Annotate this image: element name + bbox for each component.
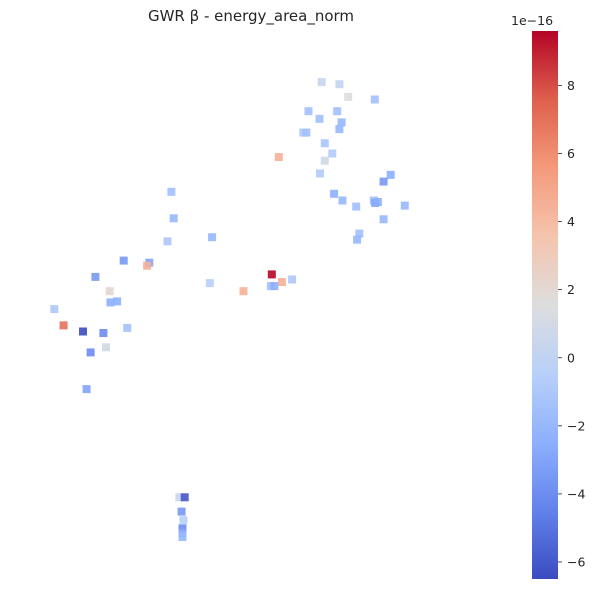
scatter-point	[82, 385, 91, 394]
scatter-point	[320, 139, 329, 148]
scatter-point	[178, 524, 187, 533]
colorbar-tick-label: 6	[567, 146, 575, 161]
scatter-point	[105, 287, 114, 296]
scatter-point	[102, 343, 110, 352]
scatter-point	[178, 533, 187, 541]
colorbar-tick-label: 2	[567, 282, 575, 297]
scatter-point	[270, 282, 279, 291]
scatter-point	[169, 214, 178, 223]
scatter-point	[175, 493, 184, 502]
scatter-point	[99, 329, 108, 337]
scatter-point	[163, 237, 172, 246]
colorbar-tick-label: −2	[567, 418, 585, 433]
scatter-point	[288, 275, 297, 284]
scatter-point	[373, 198, 382, 206]
scatter-point	[333, 107, 342, 116]
scatter-point	[274, 153, 283, 162]
scatter-point	[344, 92, 353, 101]
scatter-point	[123, 323, 132, 332]
scatter-point	[167, 187, 176, 196]
scatter-point	[208, 233, 217, 242]
scatter-points	[50, 78, 409, 541]
scatter-point	[320, 156, 329, 165]
scatter-point	[335, 80, 344, 89]
scatter-point	[335, 125, 344, 134]
scatter-point	[119, 256, 128, 265]
scatter-point	[338, 196, 347, 205]
scatter-point	[79, 327, 87, 336]
scatter-point	[355, 229, 364, 238]
colorbar-gradient	[532, 31, 558, 579]
colorbar-ticks: −6 −4 −2 0 2 4 6 8	[558, 78, 585, 569]
scatter-point	[379, 177, 388, 186]
scatter-point	[337, 118, 346, 127]
scatter-point	[180, 493, 189, 502]
scatter-point	[353, 235, 362, 244]
scatter-point	[370, 95, 379, 104]
scatter-point	[179, 516, 188, 525]
scatter-point	[239, 287, 248, 296]
scatter-point	[302, 128, 311, 137]
scatter-point	[400, 201, 409, 210]
scatter-point	[106, 298, 115, 307]
colorbar-tick-label: 8	[567, 78, 575, 93]
scatter-point	[143, 261, 152, 270]
scatter-point	[304, 107, 313, 116]
colorbar-tick-label: 4	[567, 214, 575, 229]
scatter-point	[177, 507, 186, 516]
colorbar-tick-label: −4	[567, 486, 585, 501]
colorbar-tick-label: −6	[567, 554, 585, 569]
scatter-point	[352, 202, 361, 211]
colorbar: −6 −4 −2 0 2 4 6 8 1e−16	[511, 13, 585, 579]
scatter-point	[277, 278, 286, 286]
scatter-point	[205, 279, 214, 288]
scatter-point	[317, 78, 326, 87]
scatter-point	[330, 189, 339, 198]
colorbar-scale-label: 1e−16	[511, 13, 553, 28]
scatter-point	[91, 272, 100, 281]
scatter-point	[316, 169, 324, 178]
scatter-point	[86, 348, 95, 357]
scatter-point	[59, 321, 68, 330]
scatter-point	[50, 305, 59, 314]
chart-title: GWR β - energy_area_norm	[148, 7, 354, 26]
scatter-point	[315, 114, 324, 123]
scatter-point	[328, 149, 337, 158]
scatter-point	[379, 215, 388, 224]
colorbar-tick-label: 0	[567, 350, 575, 365]
scatter-point	[386, 170, 395, 179]
scatter-point	[267, 270, 276, 279]
scatter-point	[113, 297, 122, 306]
